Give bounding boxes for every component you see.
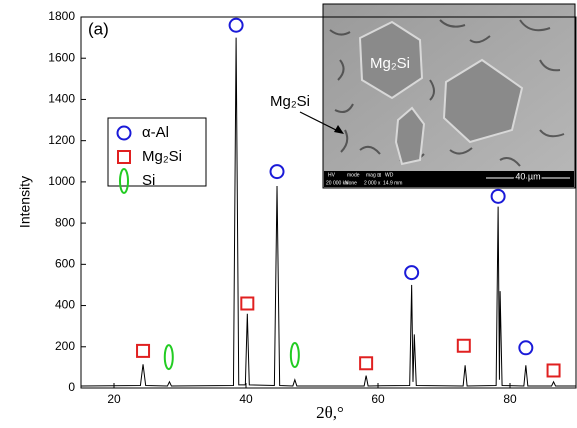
- legend-symbol: [117, 150, 131, 164]
- x-axis-label: 2θ,°: [316, 403, 344, 422]
- inset-info-value: 20 000 kV: [326, 180, 349, 186]
- inset-phase-label: Mg₂Si: [370, 55, 410, 72]
- x-tick-label: 40: [239, 392, 253, 406]
- y-tick-label: 800: [55, 215, 75, 229]
- y-tick-label: 0: [68, 380, 75, 394]
- phase-marker: [240, 296, 255, 311]
- phase-marker: [456, 338, 471, 353]
- inset-texture: [329, 19, 565, 167]
- phase-marker: [359, 356, 374, 371]
- inset-crystal: [442, 58, 524, 144]
- arrow: [299, 111, 341, 133]
- legend-label: α-Al: [142, 124, 169, 141]
- x-tick-label: 80: [503, 392, 517, 406]
- y-tick-label: 200: [55, 339, 75, 353]
- y-tick-label: 1400: [48, 92, 75, 106]
- phase-marker: [228, 17, 244, 33]
- y-axis-label: Intensity: [17, 176, 33, 228]
- plot-frame: [80, 16, 577, 389]
- y-tick-label: 1000: [48, 174, 75, 188]
- inset-info-header: mode: [347, 172, 360, 178]
- legend-symbol: [119, 168, 129, 194]
- legend-label: Si: [142, 172, 155, 189]
- y-tick-label: 400: [55, 298, 75, 312]
- phase-marker: [163, 344, 174, 371]
- phase-marker: [136, 343, 151, 358]
- inset-crystal: [358, 20, 424, 100]
- y-tick-label: 600: [55, 257, 75, 271]
- legend-symbol: [116, 125, 132, 141]
- phase-marker: [490, 188, 506, 204]
- phase-marker: [518, 340, 534, 356]
- legend-label: Mg₂Si: [142, 148, 182, 165]
- inset-info-header: mag ⊞: [366, 172, 381, 178]
- panel-label: (a): [88, 19, 109, 38]
- inset-info-value: 2 000 x: [364, 180, 381, 186]
- scale-label: 40 µm: [515, 171, 540, 181]
- inset-info-value: None: [345, 180, 357, 186]
- y-tick-label: 1800: [48, 9, 75, 23]
- inset-crystal: [394, 106, 426, 166]
- arrow-label: Mg₂Si: [270, 93, 310, 110]
- arrow-head: [334, 125, 344, 134]
- inset: Mg₂Si 40 µm HV 20 000 kV mode None mag ⊞ 2 00…: [322, 3, 576, 189]
- inset-info-value: 14.9 mm: [383, 180, 402, 186]
- phase-marker: [404, 265, 420, 281]
- phase-marker: [546, 363, 561, 378]
- y-tick-label: 1200: [48, 133, 75, 147]
- phase-marker: [289, 342, 300, 369]
- inset-info-header: WD: [385, 172, 394, 178]
- inset-info-bar: [324, 171, 574, 187]
- x-tick-label: 60: [371, 392, 385, 406]
- spectrum-line: [80, 37, 576, 387]
- inset-info-header: HV: [328, 172, 336, 178]
- x-tick-label: 20: [107, 392, 121, 406]
- phase-marker: [269, 164, 285, 180]
- y-tick-label: 1600: [48, 50, 75, 64]
